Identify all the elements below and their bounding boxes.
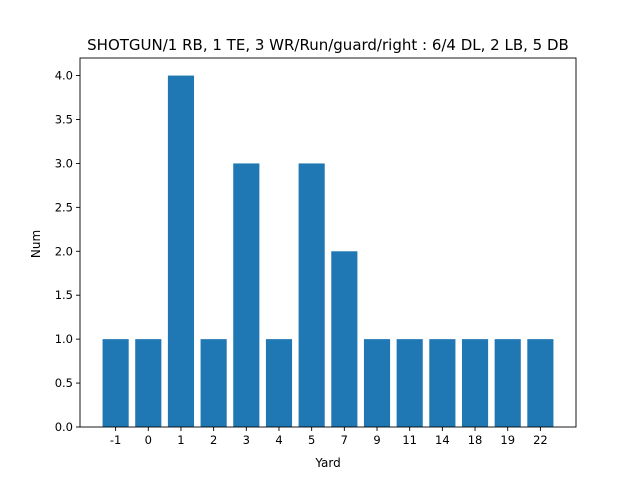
bar-4 [265,339,293,427]
x-tick-label: 22 [533,433,548,447]
y-tick-label: 0.5 [55,376,73,390]
chart-title: SHOTGUN/1 RB, 1 TE, 3 WR/Run/guard/right… [87,36,569,54]
bar-18 [461,339,489,427]
bar-2 [200,339,227,427]
y-tick-label: 2.5 [55,200,73,214]
axes-frame [79,57,577,428]
y-axis-label: Num [29,230,43,258]
x-tick-label: -1 [110,433,121,447]
x-tick-label: 5 [308,433,315,447]
y-tick-label: 4.0 [55,69,73,83]
bar-14 [429,339,456,427]
y-tick-label: 0.0 [55,420,73,434]
bar-0 [135,339,162,427]
bar-9 [363,339,391,427]
bar-7 [331,251,358,427]
bar--1 [102,339,129,427]
x-tick-label: 14 [435,433,450,447]
y-tick-label: 1.0 [55,332,73,346]
plot-area: -1 0 1 2 3 4 5 7 9 11 14 18 19 22 0.0 0.5 1.0 1.5 2.0 2.5 3.… [55,57,577,447]
y-tick-label: 3.0 [55,156,73,170]
x-tick-label: 9 [373,433,380,447]
x-tick-label: 4 [275,433,282,447]
y-tick-label: 1.5 [55,288,73,302]
y-tick-label: 2.0 [55,244,73,258]
x-tick-label: 7 [341,433,348,447]
x-tick-label: 1 [177,433,184,447]
bar-19 [494,339,521,427]
bar-5 [298,163,325,427]
x-axis-label: Yard [314,456,340,470]
x-tick-label: 11 [402,433,417,447]
x-tick-label: 3 [243,433,250,447]
y-tick-label: 3.5 [55,113,73,127]
x-tick-label: 0 [145,433,152,447]
bar-22 [527,339,554,427]
bar-11 [396,339,423,427]
x-tick-label: 18 [468,433,483,447]
x-tick-label: 2 [210,433,217,447]
bar-3 [233,163,260,427]
bar-1 [167,75,195,427]
x-tick-label: 19 [500,433,515,447]
